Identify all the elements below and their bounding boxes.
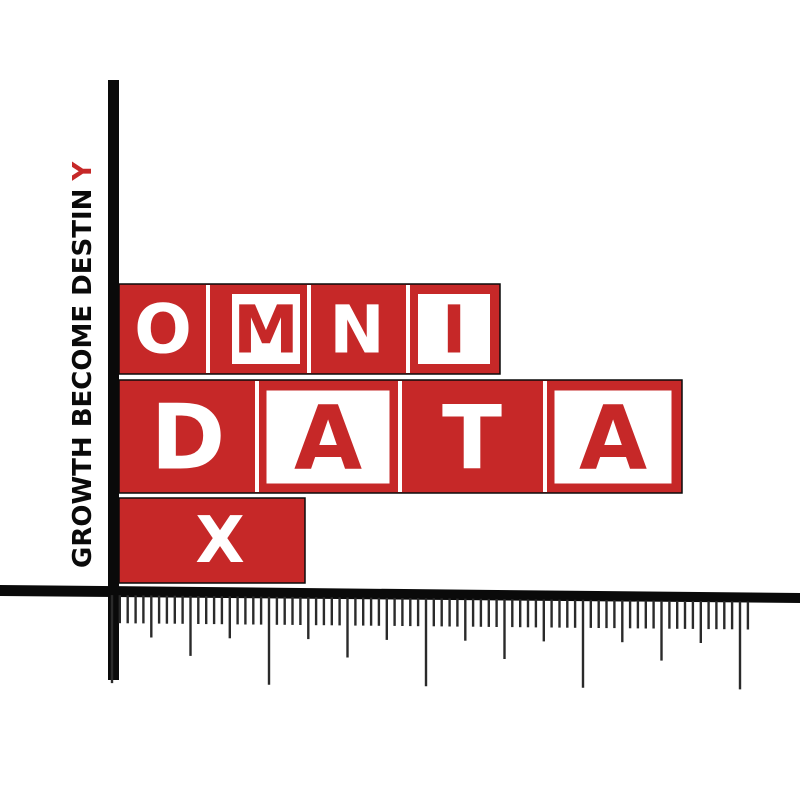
row-omni: O M N I	[118, 283, 501, 375]
vertical-axis	[108, 80, 119, 680]
tile-letter-a-first: A	[294, 387, 362, 490]
tile-box-a-second	[549, 385, 677, 489]
vertical-tagline: GROWTH BECOME DESTIN Y	[68, 161, 98, 568]
row-x: X	[118, 497, 306, 584]
tile-letter-t: T	[442, 387, 502, 490]
tagline-accent: Y	[68, 161, 98, 182]
tile-letter-n: N	[329, 292, 384, 369]
tile-box-i	[414, 290, 494, 368]
row-data: D A T A	[118, 379, 683, 494]
tile-box-a-first	[261, 385, 395, 489]
tile-letter-i: I	[442, 292, 467, 369]
ruler-axis-icon	[110, 595, 750, 690]
tile-letter-o: O	[134, 291, 192, 370]
row-x-block	[118, 497, 306, 584]
tile-letter-a-second: A	[579, 387, 647, 490]
tile-box-m	[228, 290, 304, 368]
tile-letter-d: D	[151, 386, 226, 491]
tile-letter-x: X	[195, 504, 244, 578]
tagline-main: GROWTH BECOME DESTIN	[68, 189, 98, 568]
horizontal-axis	[0, 585, 800, 603]
tile-letter-m: M	[233, 292, 299, 369]
